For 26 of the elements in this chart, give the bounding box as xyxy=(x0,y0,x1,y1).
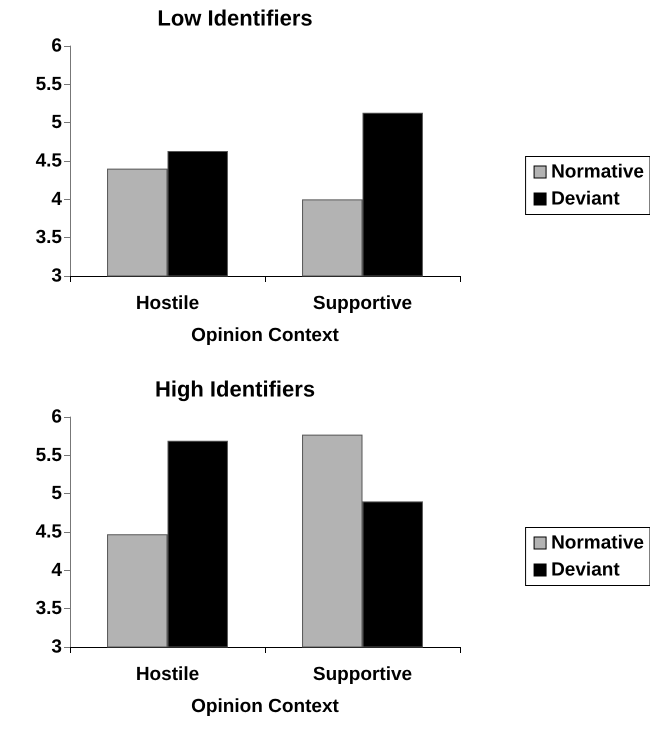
y-tick-label: 4 xyxy=(51,188,62,210)
y-tick-label: 5 xyxy=(51,483,62,504)
x-tick-label: Supportive xyxy=(312,293,412,314)
y-tick-label: 3.5 xyxy=(36,227,62,248)
x-axis-title: Opinion Context xyxy=(191,696,340,717)
legend-label: Normative xyxy=(551,162,644,182)
legend-label: Deviant xyxy=(551,188,620,210)
x-axis-title: Opinion Context xyxy=(191,325,340,346)
y-tick-label: 5.5 xyxy=(36,444,62,466)
y-tick-label: 4 xyxy=(51,560,62,581)
x-tick-label: Supportive xyxy=(312,664,412,685)
y-tick-label: 6 xyxy=(51,406,62,428)
y-tick-label: 5 xyxy=(51,112,62,134)
legend-label: Normative xyxy=(551,532,644,554)
y-tick-label: 3 xyxy=(51,266,62,286)
chart-title: High Identifiers xyxy=(154,376,316,402)
y-tick-label: 3.5 xyxy=(36,598,62,620)
y-tick-label: 4.5 xyxy=(36,522,62,542)
y-tick-label: 6 xyxy=(51,36,62,56)
x-tick-label: Hostile xyxy=(136,664,200,685)
legend-label: Deviant xyxy=(551,560,620,580)
x-tick-label: Hostile xyxy=(136,293,200,314)
chart-title: Low Identifiers xyxy=(157,6,313,30)
y-tick-label: 5.5 xyxy=(36,74,62,95)
y-tick-label: 4.5 xyxy=(36,150,62,172)
y-tick-label: 3 xyxy=(51,636,62,658)
